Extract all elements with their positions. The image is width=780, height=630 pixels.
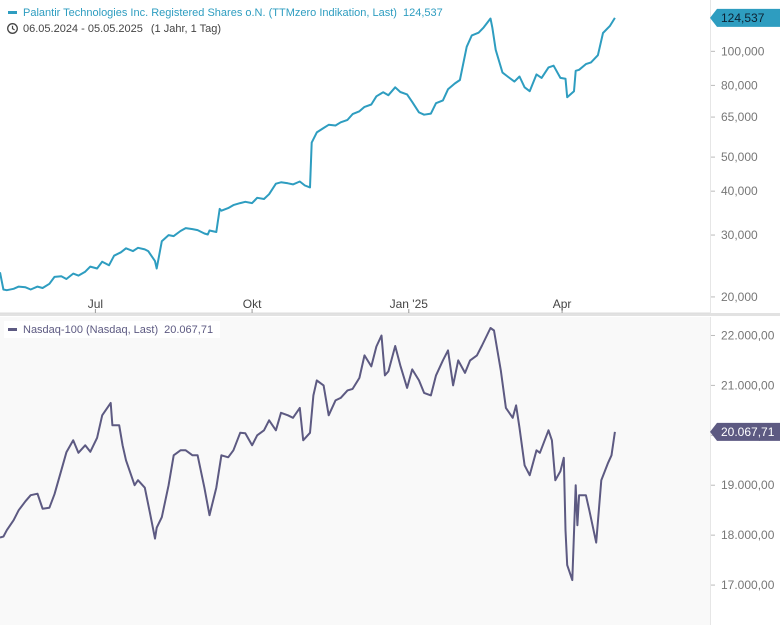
x-axis: Jul Okt Jan '25 Apr [88,297,572,313]
top-y-tick-label: 65,000 [721,110,758,124]
bottom-y-tick-label: 19.000,00 [721,478,775,492]
top-y-axis: 20,000 30,000 40,000 50,000 65,000 80,000 100,… [711,44,765,304]
pltr-legend-value: 124,537 [403,7,443,19]
top-legend-background [4,4,450,38]
x-tick-label: Jul [88,297,103,311]
bottom-y-tick-label: 17.000,00 [721,578,775,592]
ndx-last-value-badge: 20.067,71 [710,422,780,441]
ndx-legend-swatch [8,328,17,331]
bottom-y-tick-label: 18.000,00 [721,528,775,542]
x-tick-label: Okt [243,297,262,311]
top-y-tick-label: 50,000 [721,150,758,164]
x-tick-label: Jan '25 [390,297,429,311]
top-y-tick-label: 30,000 [721,228,758,242]
pltr-price-line [0,17,616,292]
top-y-tick-label: 40,000 [721,184,758,198]
top-y-tick-label: 100,000 [721,44,765,58]
pltr-legend-swatch [8,11,17,14]
panel-divider[interactable] [0,313,780,316]
x-tick-label: Apr [553,297,572,311]
pltr-legend-label: Palantir Technologies Inc. Registered Sh… [23,7,397,19]
bottom-legend-background [4,321,220,338]
period-text: 06.05.2024 - 05.05.2025 (1 Jahr, 1 Tag) [23,23,221,35]
pltr-badge-shape [710,8,780,27]
pltr-last-value-badge: 124,537 [710,8,780,27]
ndx-badge-shape [710,422,780,441]
ndx-legend-value: 20.067,71 [164,324,213,336]
bottom-axis-background [710,317,780,625]
top-legend[interactable]: Palantir Technologies Inc. Registered Sh… [4,4,450,38]
pltr-legend-text: Palantir Technologies Inc. Registered Sh… [23,7,443,19]
ndx-badge-text: 20.067,71 [721,425,775,439]
period-interval: (1 Jahr, 1 Tag) [151,23,221,35]
period-range: 06.05.2024 - 05.05.2025 [23,23,143,35]
pltr-badge-text: 124,537 [721,11,765,25]
top-panel-background [0,0,780,315]
ndx-index-line [0,327,616,582]
top-y-tick-label: 20,000 [721,290,758,304]
ndx-legend-text: Nasdaq-100 (Nasdaq, Last) 20.067,71 [23,324,213,336]
bottom-y-tick-label: 21.000,00 [721,378,775,392]
ndx-legend-label: Nasdaq-100 (Nasdaq, Last) [23,324,158,336]
bottom-legend[interactable]: Nasdaq-100 (Nasdaq, Last) 20.067,71 [4,321,220,338]
bottom-y-tick-label: 22.000,00 [721,328,775,342]
bottom-panel-background [0,317,710,625]
clock-icon [7,23,18,34]
top-y-tick-label: 80,000 [721,78,758,92]
series-layer [0,17,616,582]
